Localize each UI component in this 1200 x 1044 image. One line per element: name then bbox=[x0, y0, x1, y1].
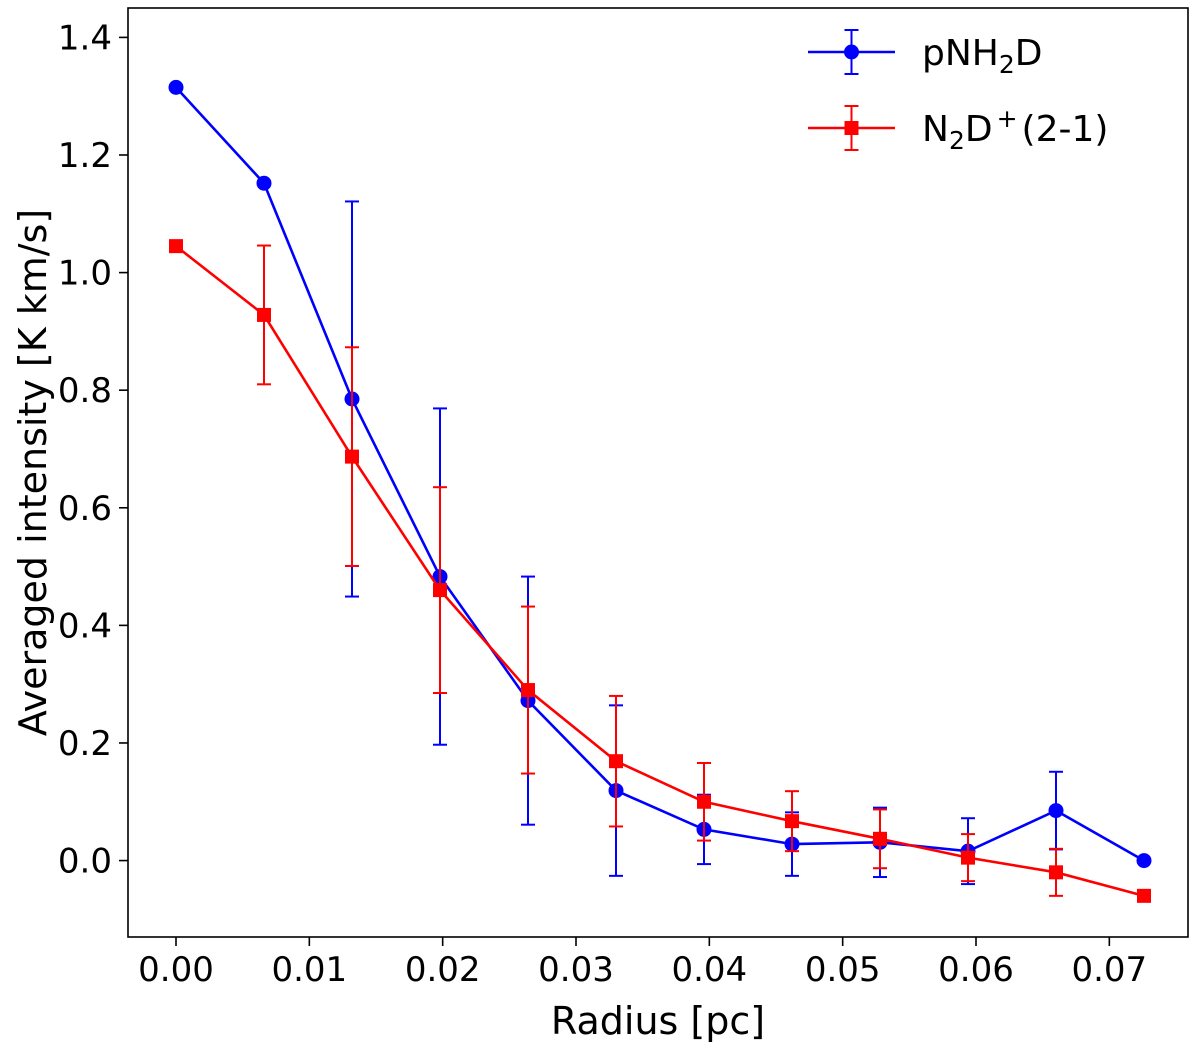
y-tick-label: 0.4 bbox=[58, 606, 112, 646]
x-tick-label: 0.05 bbox=[805, 950, 881, 990]
legend-marker-n2dplus bbox=[844, 121, 859, 135]
x-tick-label: 0.03 bbox=[538, 950, 614, 990]
legend-entry-pnh2d: pNH2D bbox=[808, 29, 1043, 79]
data-point-pnh2d bbox=[168, 79, 184, 95]
y-tick-label: 0.6 bbox=[58, 489, 112, 529]
data-point-n2dplus bbox=[433, 583, 447, 598]
series-line-n2dplus bbox=[175, 245, 1145, 898]
data-point-n2dplus bbox=[1137, 888, 1151, 903]
legend-label-n2dplus-superscript: + bbox=[997, 104, 1018, 133]
series-n2dplus bbox=[169, 239, 1151, 903]
legend: pNH2D N2D + (2-1) bbox=[808, 29, 1108, 155]
legend-label-pnh2d-rest: D bbox=[1015, 33, 1043, 74]
y-tick-label: 0.8 bbox=[58, 371, 112, 411]
y-tick-label: 1.2 bbox=[58, 136, 112, 176]
y-tick-label: 0.2 bbox=[58, 724, 112, 764]
x-tick-label: 0.00 bbox=[138, 950, 214, 990]
data-point-n2dplus bbox=[609, 754, 623, 769]
x-tick-label: 0.06 bbox=[938, 950, 1014, 990]
data-point-n2dplus bbox=[873, 831, 887, 846]
legend-label-pnh2d-subscript: 2 bbox=[999, 50, 1015, 79]
legend-entry-n2dplus: N2D + (2-1) bbox=[808, 104, 1108, 155]
x-tick-label: 0.07 bbox=[1071, 950, 1147, 990]
legend-label-n2dplus-rest: (2-1) bbox=[1022, 109, 1109, 150]
x-tick-label: 0.01 bbox=[271, 950, 347, 990]
legend-label-pnh2d-base: pNH bbox=[922, 33, 999, 74]
y-axis-label: Averaged intensity [K km/s] bbox=[11, 209, 55, 736]
data-point-pnh2d bbox=[1048, 803, 1064, 819]
series-layer bbox=[168, 79, 1152, 903]
legend-label-n2dplus: N2D + (2-1) bbox=[922, 104, 1108, 155]
y-axis-ticks: 0.0 0.2 0.4 0.6 0.8 1.0 1.2 1.4 bbox=[58, 18, 128, 882]
data-point-n2dplus bbox=[345, 449, 359, 464]
legend-label-n2dplus-mid: D bbox=[965, 109, 993, 150]
legend-marker-pnh2d bbox=[844, 44, 859, 60]
data-point-n2dplus bbox=[257, 307, 271, 322]
series-pnh2d bbox=[168, 79, 1152, 886]
y-tick-label: 0.0 bbox=[58, 842, 112, 882]
legend-label-pnh2d: pNH2D bbox=[922, 33, 1043, 79]
plot-area: 0.00 0.01 0.02 0.03 0.04 0.05 0.06 0.07 0.00.20… bbox=[58, 7, 1189, 990]
legend-label-n2dplus-subscript: 2 bbox=[949, 126, 965, 155]
x-tick-label: 0.02 bbox=[405, 950, 481, 990]
y-tick-label: 1.4 bbox=[58, 18, 112, 58]
data-point-n2dplus bbox=[961, 850, 975, 865]
data-point-n2dplus bbox=[521, 683, 535, 698]
data-point-n2dplus bbox=[169, 239, 183, 254]
x-tick-label: 0.04 bbox=[671, 950, 747, 990]
data-point-n2dplus bbox=[785, 814, 799, 829]
x-axis-ticks: 0.00 0.01 0.02 0.03 0.04 0.05 0.06 0.07 bbox=[138, 937, 1147, 990]
data-point-pnh2d bbox=[1136, 853, 1152, 869]
data-point-n2dplus bbox=[1049, 865, 1063, 880]
data-point-pnh2d bbox=[256, 175, 272, 191]
data-point-n2dplus bbox=[697, 794, 711, 809]
axes-frame bbox=[127, 7, 1189, 938]
y-tick-label: 1.0 bbox=[58, 254, 112, 294]
x-axis-label: Radius [pc] bbox=[551, 999, 765, 1043]
legend-label-n2dplus-base: N bbox=[922, 109, 949, 150]
series-line-pnh2d bbox=[175, 86, 1145, 862]
